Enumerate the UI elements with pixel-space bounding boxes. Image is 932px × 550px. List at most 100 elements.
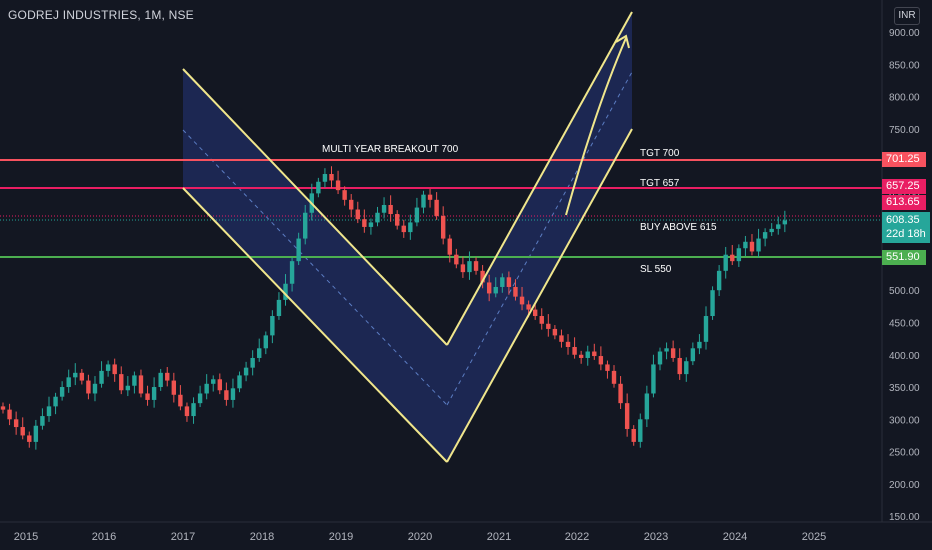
candle-body [546,323,551,329]
candle [762,228,768,247]
candle-body [296,238,301,262]
candle [565,334,571,355]
candle [624,393,630,437]
tgt657-annotation[interactable]: TGT 657 [640,178,680,189]
projection-arrow[interactable] [565,37,627,216]
candle [204,374,209,400]
candle [20,417,25,440]
price-axis-tick-label: 500.00 [889,286,920,297]
buy-level-price-tag: 613.65 [882,195,926,210]
candle [342,186,347,206]
candle-body [224,390,229,400]
candle [697,334,702,355]
candle [532,303,538,320]
candle [191,397,196,424]
candle [197,385,203,408]
candle-body [132,375,137,386]
candle-body [716,270,722,291]
candle-body [204,383,209,394]
candle-body [362,219,367,227]
candle [519,286,525,311]
candle-body [289,261,295,284]
candle-body [572,347,577,355]
candle [408,214,413,240]
candlestick-series [0,166,788,450]
candle [270,310,275,344]
candle-body [283,283,288,300]
candle [257,338,262,362]
candle [434,192,439,220]
descending-channel-upper[interactable] [182,68,448,346]
candle [263,331,268,355]
candle [486,274,492,302]
currency-label[interactable]: INR [894,7,920,25]
candle [296,232,301,266]
candle-body [730,254,735,262]
candle-body [211,379,216,384]
candle [375,206,380,227]
candle [467,251,472,280]
candle-body [782,220,788,225]
candle-body [250,357,255,368]
ascending-channel-upper[interactable] [446,11,633,346]
breakout-annotation[interactable]: MULTI YEAR BREAKOUT 700 [322,144,459,155]
candle-body [762,232,768,239]
buy-annotation[interactable]: BUY ABOVE 615 [640,222,717,233]
candle-body [657,351,663,365]
candle [178,385,183,411]
candle [283,274,288,306]
candle-body [723,254,728,271]
time-axis[interactable]: 2015 2016 2017 2018 2019 2020 2021 2022 2023 2024… [14,531,826,543]
time-axis-label: 2020 [408,531,432,543]
candle-body [486,282,492,294]
candle [651,354,656,398]
candle [427,188,433,208]
candle [46,396,52,422]
time-axis-label: 2021 [487,531,511,543]
candle-body [493,286,498,294]
candle-body [651,364,656,394]
candle [165,367,170,387]
candle [151,377,157,408]
candle [0,402,6,414]
candle-body [349,199,354,210]
candle [513,279,518,301]
candle [119,366,124,395]
candle-body [565,341,571,348]
candle [500,273,505,293]
candle-body [749,241,755,252]
descending-channel-lower[interactable] [182,187,448,463]
symbol-title[interactable]: GODREJ INDUSTRIES, 1M, NSE [8,8,194,22]
last-price-tag: 608.35 22d 18h [882,212,930,243]
price-axis-tick-label: 300.00 [889,415,920,426]
candle-body [20,427,25,436]
candle-body [375,212,380,223]
candle-body [756,238,761,252]
candle [276,292,282,320]
ascending-channel-lower[interactable] [446,128,633,463]
bar-countdown: 22d 18h [886,228,926,240]
tgt700-annotation[interactable]: TGT 700 [640,148,680,159]
candle [105,360,111,377]
sl-annotation[interactable]: SL 550 [640,264,672,275]
candle-body [342,190,347,200]
candle-body [506,277,512,287]
candle [322,168,328,188]
candle [670,340,676,362]
candle [440,206,446,245]
candle [414,197,420,227]
candle-body [736,248,742,262]
candle [79,368,85,385]
price-axis-tick-label: 150.00 [889,512,920,523]
price-axis-tick-label: 200.00 [889,480,920,491]
candle [138,369,144,398]
price-axis-tick-label: 400.00 [889,351,920,362]
candle-body [0,406,6,410]
candle [368,218,374,235]
candle-body [526,304,531,310]
candle [769,223,774,236]
candle [381,197,387,219]
candle [92,376,98,402]
candle-body [191,403,196,417]
